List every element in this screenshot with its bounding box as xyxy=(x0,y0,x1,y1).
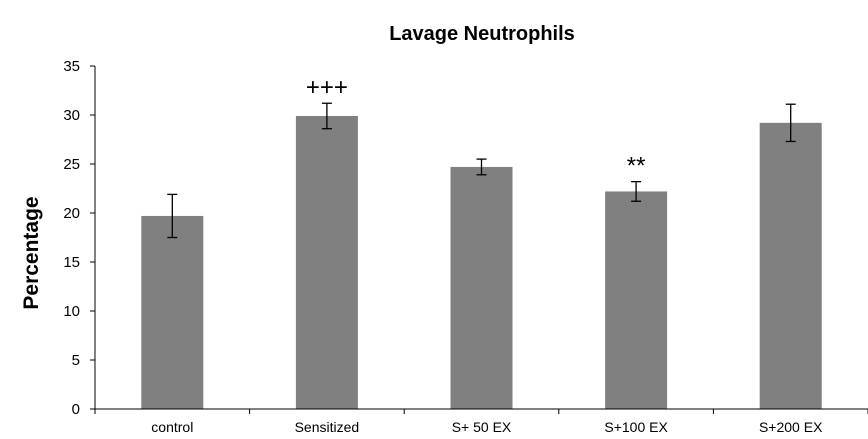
significance-annotation: +++ xyxy=(306,74,348,101)
y-tick-label: 10 xyxy=(63,303,80,320)
y-axis-ticks: 0 5 10 15 20 25 30 35 xyxy=(63,58,95,418)
category-label: control xyxy=(151,419,193,435)
significance-annotation: ** xyxy=(627,153,646,180)
y-tick-label: 15 xyxy=(63,254,80,271)
error-bar xyxy=(785,103,796,143)
y-axis-label: Percentage xyxy=(20,196,43,309)
y-tick-label: 0 xyxy=(72,401,80,418)
error-bar xyxy=(631,180,642,202)
y-tick-label: 35 xyxy=(63,58,80,75)
error-bars xyxy=(167,102,796,239)
error-bar xyxy=(321,102,332,130)
chart-title: Lavage Neutrophils xyxy=(389,23,575,45)
y-tick-label: 25 xyxy=(63,156,80,173)
y-tick-label: 5 xyxy=(72,352,80,369)
error-bar xyxy=(167,193,178,239)
bar xyxy=(295,115,358,409)
bar xyxy=(759,122,822,409)
y-tick-label: 20 xyxy=(63,205,80,222)
annotations: +++ ** xyxy=(306,74,646,179)
category-label: S+ 50 EX xyxy=(452,419,512,435)
category-labels: control Sensitized S+ 50 EX S+100 EX S+200 E… xyxy=(94,409,868,435)
bar xyxy=(605,191,668,409)
bar xyxy=(450,166,513,409)
error-bar xyxy=(476,158,487,176)
category-label: S+100 EX xyxy=(604,419,668,435)
category-label: S+200 EX xyxy=(759,419,823,435)
category-label: Sensitized xyxy=(295,419,360,435)
bar xyxy=(141,215,204,409)
bars xyxy=(141,115,822,409)
y-tick-label: 30 xyxy=(63,107,80,124)
